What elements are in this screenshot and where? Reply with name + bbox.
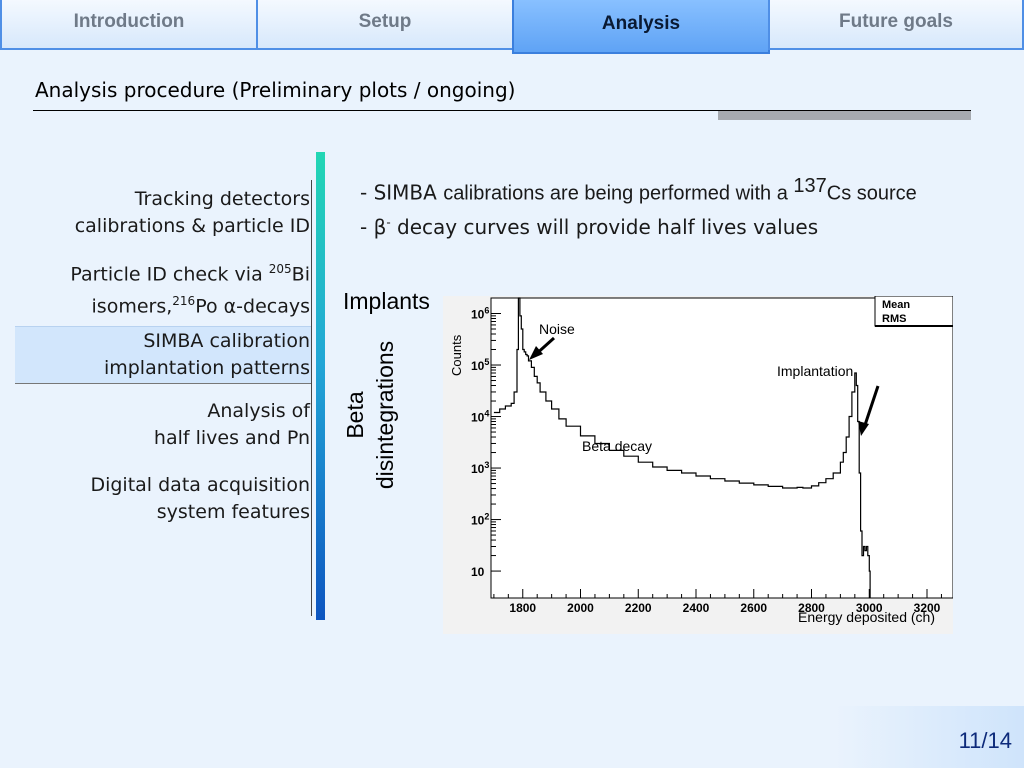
x-tick-label: 2200 (625, 601, 652, 615)
nav-item-line: Tracking detectors (134, 188, 310, 210)
slide-title: Analysis procedure (Preliminary plots / … (35, 78, 516, 102)
x-tick-label: 2400 (683, 601, 710, 615)
x-tick-label: 2800 (798, 601, 825, 615)
nav-item-tracking[interactable]: Tracking detectors calibrations & partic… (75, 186, 310, 240)
nav-item-line: Analysis of (207, 400, 310, 422)
x-tick-label: 3000 (856, 601, 883, 615)
page-number: 11/14 (958, 728, 1012, 753)
annotation-noise: Noise (539, 321, 575, 337)
nav-item-simba[interactable]: SIMBA calibration implantation patterns (104, 328, 310, 382)
nav-item-line: calibrations & particle ID (74, 215, 310, 237)
nav-item-line: implantation patterns (103, 357, 310, 379)
nav-item-line: Particle ID check via 205Bi (70, 262, 310, 286)
stats-box: Mean RMS (874, 295, 954, 327)
x-axis-label: Energy deposited (ch) (798, 609, 935, 625)
title-divider (33, 110, 971, 111)
tab-setup[interactable]: Setup (256, 0, 514, 50)
nav-item-half-lives[interactable]: Analysis of half lives and Pn (154, 398, 310, 452)
x-tick-label: 2000 (567, 601, 594, 615)
nav-item-daq[interactable]: Digital data acquisition system features (90, 472, 310, 526)
nav-gradient-bar (316, 152, 325, 620)
beta-disintegrations-label: Beta disintegrations (342, 340, 398, 490)
nav-divider (311, 180, 312, 616)
nav-item-line: half lives and Pn (153, 427, 310, 449)
y-tick-label: 105 (471, 357, 489, 373)
y-tick-label: 102 (471, 512, 489, 528)
implants-label: Implants (343, 288, 430, 314)
tab-future-goals[interactable]: Future goals (768, 0, 1024, 50)
annotation-implantation: Implantation (777, 363, 853, 379)
tab-bar: Introduction Setup Analysis Future goals (0, 0, 1024, 56)
histogram-svg: 10 102 103 104 105 106 1800 2000 2200 2400 2600 28… (449, 295, 954, 625)
y-tick-label: 103 (471, 460, 489, 476)
energy-histogram: 10 102 103 104 105 106 1800 2000 2200 2400 2600 28… (443, 295, 954, 634)
implantation-arrow (858, 385, 880, 436)
annotation-beta-decay: Beta decay (582, 438, 652, 454)
stats-mean: Mean (882, 299, 910, 311)
bullet-beta-decay: - β- decay curves will provide half live… (360, 215, 819, 239)
page-number-box (834, 706, 1024, 768)
nav-item-particle-id[interactable]: Particle ID check via 205Bi isomers,216P… (70, 256, 310, 321)
nav-item-line: isomers,216Po α-decays (91, 294, 310, 318)
tab-analysis[interactable]: Analysis (512, 0, 770, 54)
x-tick-label: 3200 (914, 601, 941, 615)
stats-rms: RMS (882, 313, 906, 325)
bullet-simba: - SIMBA calibrations are being performed… (360, 175, 917, 205)
x-tick-label: 2600 (740, 601, 767, 615)
y-tick-label: 106 (471, 306, 489, 322)
tab-introduction[interactable]: Introduction (0, 0, 258, 50)
x-tick-label: 1800 (509, 601, 536, 615)
y-tick-label: 10 (471, 565, 485, 579)
nav-item-line: Digital data acquisition (90, 474, 310, 496)
title-accent-bar (718, 111, 971, 120)
nav-highlight (15, 326, 311, 384)
nav-item-line: system features (156, 501, 310, 523)
histogram-series (493, 297, 871, 598)
nav-item-line: SIMBA calibration (143, 330, 310, 352)
y-tick-label: 104 (471, 409, 489, 425)
y-axis-label: Counts (449, 334, 464, 376)
plot-frame (490, 297, 954, 599)
noise-arrow (529, 336, 556, 360)
